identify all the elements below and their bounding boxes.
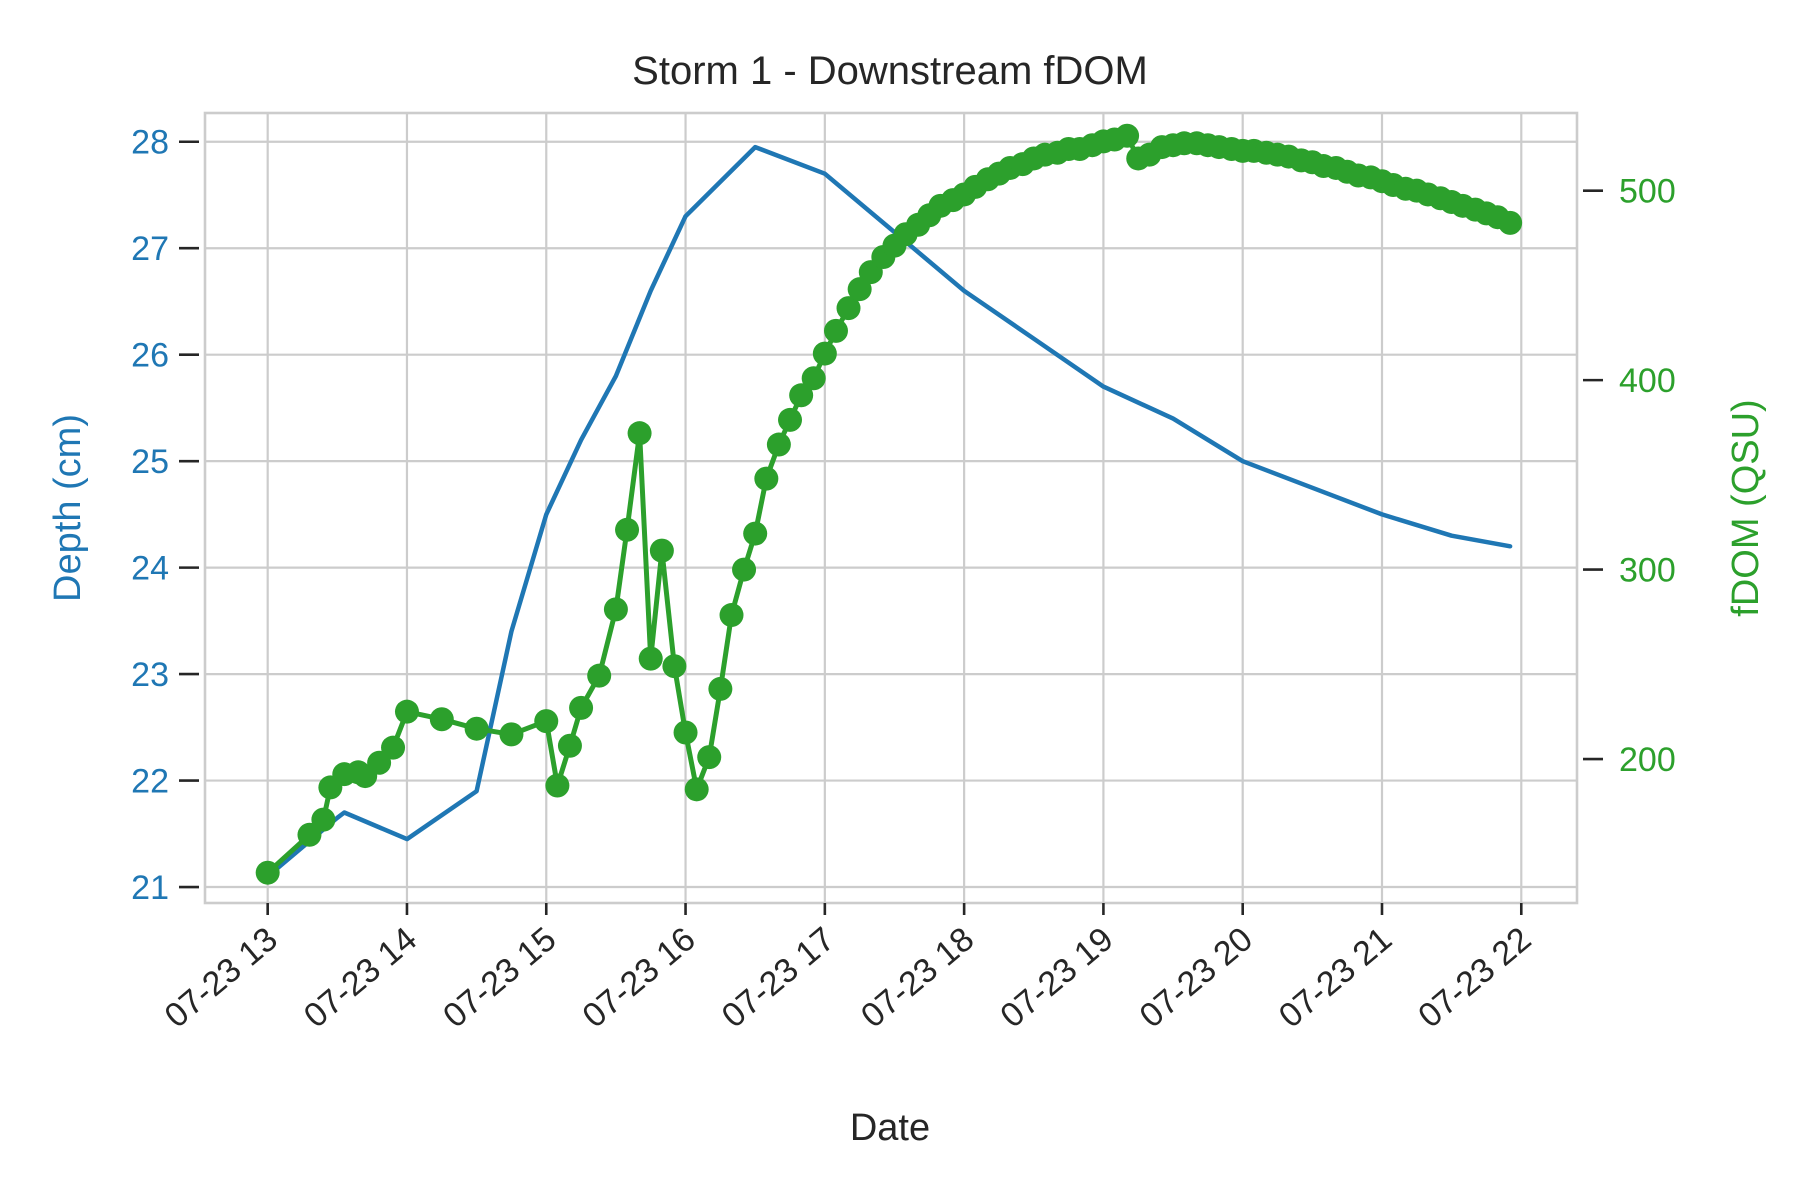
x-tick-label: 07-23 18 [854, 920, 981, 1035]
y-left-tick-label: 27 [131, 230, 169, 268]
fdom-point [801, 366, 826, 391]
fdom-point [719, 603, 744, 628]
y-right-tick-label: 500 [1619, 173, 1676, 211]
y-left-tick-label: 26 [131, 337, 169, 375]
fdom-point [569, 695, 594, 720]
fdom-point [255, 860, 280, 885]
ticks-layer: 07-23 13 07-23 14 07-23 15 07-23 16 07-23 17… [131, 124, 1676, 1036]
y-axis-right-label: fDOM (QSU) [1725, 399, 1767, 616]
fdom-point [429, 707, 454, 732]
fdom-point [708, 676, 733, 701]
y-left-tick-label: 28 [131, 124, 169, 162]
plot-frame [203, 111, 1579, 905]
fdom-point [812, 341, 837, 366]
y-right-tick-label: 300 [1619, 552, 1676, 590]
fdom-point [603, 597, 628, 622]
x-tick-label: 07-23 21 [1272, 920, 1399, 1035]
fdom-point [499, 722, 524, 747]
fdom-point [673, 720, 698, 745]
y-right-tick-label: 200 [1619, 741, 1676, 779]
y-left-tick-label: 23 [131, 656, 169, 694]
fdom-point [311, 807, 336, 832]
fdom-point [662, 654, 687, 679]
chart-title: Storm 1 - Downstream fDOM [632, 49, 1148, 93]
x-tick-label: 07-23 13 [158, 920, 285, 1035]
fdom-point [823, 318, 848, 343]
fdom-point [297, 822, 322, 847]
x-tick-label: 07-23 20 [1133, 920, 1260, 1035]
x-tick-label: 07-23 19 [993, 920, 1120, 1035]
fdom-point [732, 557, 757, 582]
fdom-point [587, 663, 612, 688]
fdom-point [649, 538, 674, 563]
fdom-point [697, 745, 722, 770]
y-left-tick-label: 24 [131, 550, 169, 588]
fdom-point [743, 521, 768, 546]
fdom-point [545, 773, 570, 798]
fdom-point [789, 383, 814, 408]
y-left-tick-label: 21 [131, 869, 169, 907]
x-axis-label: Date [850, 1107, 930, 1149]
fdom-point [638, 646, 663, 671]
fdom-point [847, 277, 872, 302]
fdom-point [766, 432, 791, 457]
y-right-tick-label: 400 [1619, 362, 1676, 400]
fdom-point [557, 733, 582, 758]
fdom-point [754, 466, 779, 491]
fdom-point [615, 517, 640, 542]
fdom-point [1115, 123, 1140, 148]
x-tick-label: 07-23 15 [436, 920, 563, 1035]
y-left-tick-label: 22 [131, 763, 169, 801]
x-tick-label: 07-23 17 [715, 920, 842, 1035]
fdom-point [836, 296, 861, 321]
fdom-point [464, 716, 489, 741]
fdom-point [1498, 210, 1523, 235]
x-tick-label: 07-23 14 [297, 920, 424, 1035]
x-tick-label: 07-23 22 [1411, 920, 1538, 1035]
fdom-point [367, 750, 392, 775]
fdom-point [778, 407, 803, 432]
series-layer [255, 123, 1523, 885]
fdom-point [381, 735, 406, 760]
fdom-point [534, 709, 559, 734]
fdom-point [627, 421, 652, 446]
fdom-point [394, 699, 419, 724]
x-tick-label: 07-23 16 [575, 920, 702, 1035]
fdom-point [684, 777, 709, 802]
y-axis-left-label: Depth (cm) [47, 414, 89, 602]
depth-line [265, 144, 1513, 879]
y-left-tick-label: 25 [131, 443, 169, 481]
